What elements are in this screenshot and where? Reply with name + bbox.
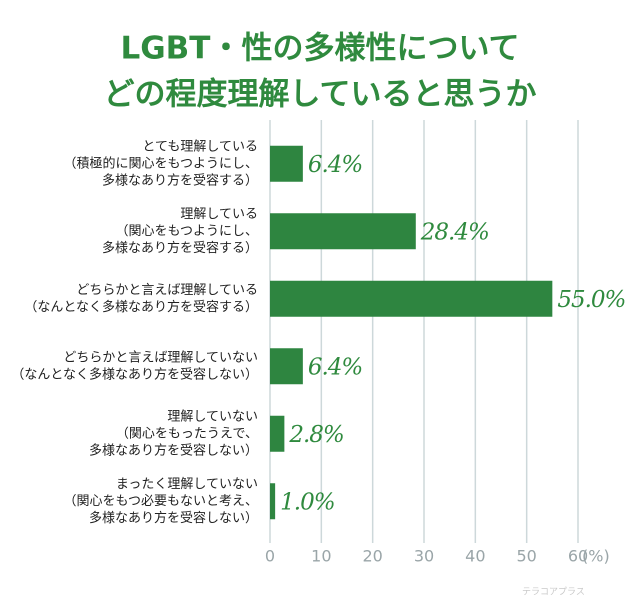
x-tick-label: 10 <box>311 547 331 566</box>
x-tick-label: 0 <box>265 547 275 566</box>
y-tick-label: 理解している <box>180 207 258 222</box>
bar <box>270 483 276 520</box>
y-tick-label: まったく理解していない <box>116 477 258 492</box>
x-tick-label: 40 <box>465 547 485 566</box>
y-tick-label: どちらかと言えば理解していない <box>63 350 258 365</box>
bar <box>270 348 303 385</box>
bar <box>270 145 303 182</box>
y-tick-label: （関心をもったうえで、 <box>116 426 258 441</box>
value-label: 1.0% <box>280 489 335 515</box>
chart-title: LGBT・性の多様性について <box>120 31 519 67</box>
y-tick-label: （なんとなく多様なあり方を受容する） <box>24 299 258 315</box>
value-label: 6.4% <box>308 354 363 380</box>
y-tick-label: 多様なあり方を受容する） <box>102 240 258 256</box>
y-tick-label: （関心をもつようにし、 <box>116 224 258 239</box>
y-tick-label: 多様なあり方を受容しない） <box>89 442 258 458</box>
y-tick-label: 多様なあり方を受容しない） <box>89 510 258 526</box>
x-tick-label: 50 <box>516 547 536 566</box>
x-tick-label: 20 <box>362 547 382 566</box>
y-tick-label: どちらかと言えば理解している <box>76 283 258 298</box>
bar <box>270 415 285 452</box>
value-label: 6.4% <box>308 152 363 178</box>
x-axis-unit: (%) <box>582 547 610 566</box>
y-tick-label: 多様なあり方を受容する） <box>102 172 258 188</box>
watermark: テラコアプラス <box>522 587 585 598</box>
bar <box>270 280 553 317</box>
y-tick-label: （関心をもつ必要もないと考え、 <box>64 494 258 509</box>
y-tick-label: （積極的に関心をもつようにし、 <box>64 155 258 171</box>
y-tick-label: とても理解している <box>142 139 258 154</box>
value-label: 2.8% <box>288 422 344 448</box>
y-tick-label: （なんとなく多様なあり方を受容しない） <box>11 366 258 382</box>
y-tick-label: 理解していない <box>167 409 258 424</box>
chart-title: どの程度理解していると思うか <box>103 77 536 113</box>
value-label: 28.4% <box>420 219 489 245</box>
x-tick-label: 30 <box>414 547 434 566</box>
value-label: 55.0% <box>557 287 625 313</box>
x-tick-label: 60 <box>568 547 588 566</box>
bar <box>270 213 416 250</box>
